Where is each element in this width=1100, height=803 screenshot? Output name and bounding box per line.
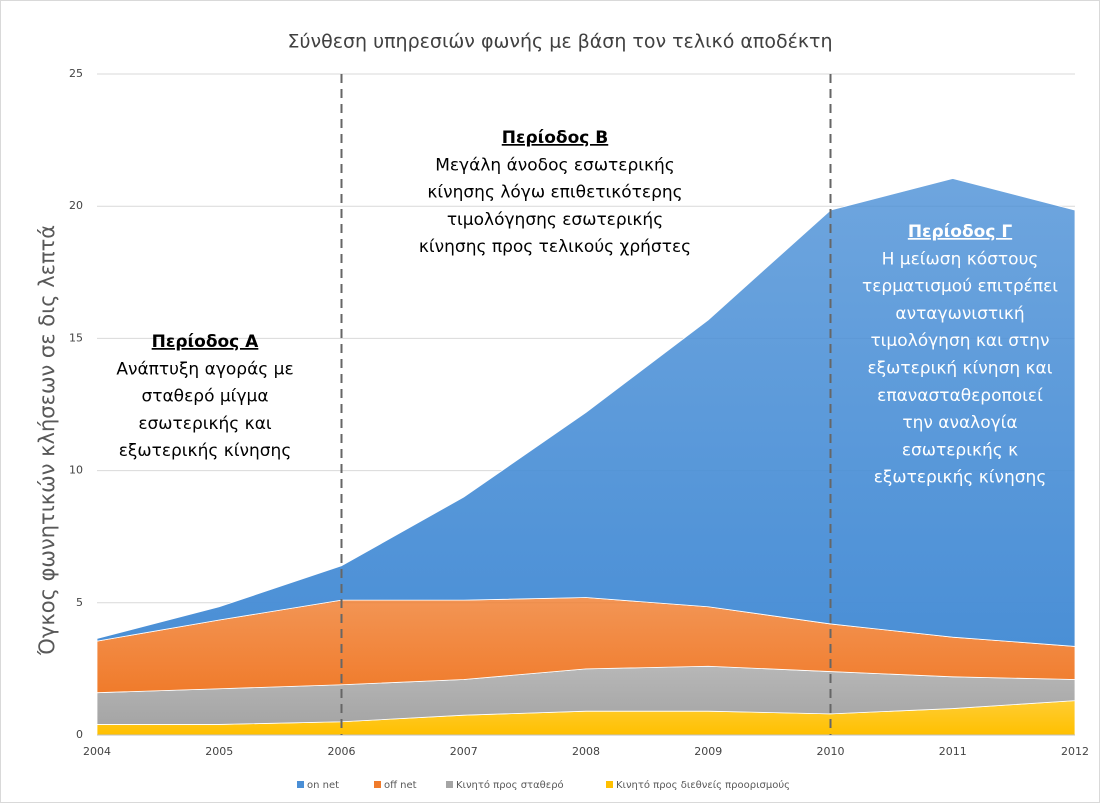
annotation-line: την αναλογία xyxy=(902,413,1017,433)
x-tick-label: 2005 xyxy=(205,745,233,758)
annotation-line: τιμολόγησης εσωτερικής xyxy=(447,210,663,230)
legend-label: Κινητό προς διεθνείς προορισμούς xyxy=(616,779,790,791)
y-tick-label: 25 xyxy=(69,67,83,80)
y-tick-label: 5 xyxy=(76,596,83,609)
annotation-title: Περίοδος Γ xyxy=(908,222,1013,242)
annotation-line: κίνησης προς τελικούς χρήστες xyxy=(419,237,691,257)
annotation-line: τερματισμού επιτρέπει xyxy=(862,277,1058,297)
annotation-line: εξωτερικής κίνησης xyxy=(874,468,1047,488)
annotation-line: σταθερό μίγμα xyxy=(141,387,268,407)
annotation-line: εσωτερικής και xyxy=(138,414,272,434)
annotation-line: τιμολόγηση και στην xyxy=(870,331,1049,351)
annotation-line: ανταγωνιστική xyxy=(895,304,1024,324)
annotation-line: εσωτερικής κ xyxy=(902,440,1018,460)
annotation-line: επανασταθεροποιεί xyxy=(877,386,1043,406)
legend-swatch xyxy=(606,781,613,788)
annotation-line: Η μείωση κόστους xyxy=(882,249,1039,269)
x-tick-label: 2012 xyxy=(1061,745,1089,758)
legend-label: off net xyxy=(384,780,417,791)
x-tick-label: 2004 xyxy=(83,745,111,758)
x-tick-label: 2007 xyxy=(450,745,478,758)
legend-swatch xyxy=(446,781,453,788)
annotation-line: κίνησης λόγω επιθετικότερης xyxy=(427,183,682,203)
legend-swatch xyxy=(297,781,304,788)
legend-swatch xyxy=(374,781,381,788)
x-tick-label: 2011 xyxy=(939,745,967,758)
x-tick-label: 2006 xyxy=(328,745,356,758)
annotation-line: Ανάπτυξη αγοράς με xyxy=(116,359,293,379)
y-tick-label: 20 xyxy=(69,199,83,212)
x-tick-label: 2010 xyxy=(817,745,845,758)
y-tick-label: 10 xyxy=(69,464,83,477)
y-axis-label: Όγκος φωνητικών κλήσεων σε δις λεπτά xyxy=(35,225,59,656)
chart-title: Σύνθεση υπηρεσιών φωνής με βάση τον τελι… xyxy=(287,31,832,53)
annotation-title: Περίοδος Β xyxy=(502,128,608,148)
x-tick-label: 2009 xyxy=(694,745,722,758)
x-tick-label: 2008 xyxy=(572,745,600,758)
y-tick-label: 15 xyxy=(69,331,83,344)
annotation-title: Περίοδος Α xyxy=(152,332,260,352)
annotation-line: Μεγάλη άνοδος εσωτερικής xyxy=(435,155,675,175)
annotation-line: εξωτερικής κίνησης xyxy=(119,441,292,461)
legend-label: on net xyxy=(307,780,339,791)
legend-label: Κινητό προς σταθερό xyxy=(456,779,564,791)
y-tick-label: 0 xyxy=(76,728,83,741)
annotation-line: εξωτερική κίνηση και xyxy=(867,359,1052,379)
